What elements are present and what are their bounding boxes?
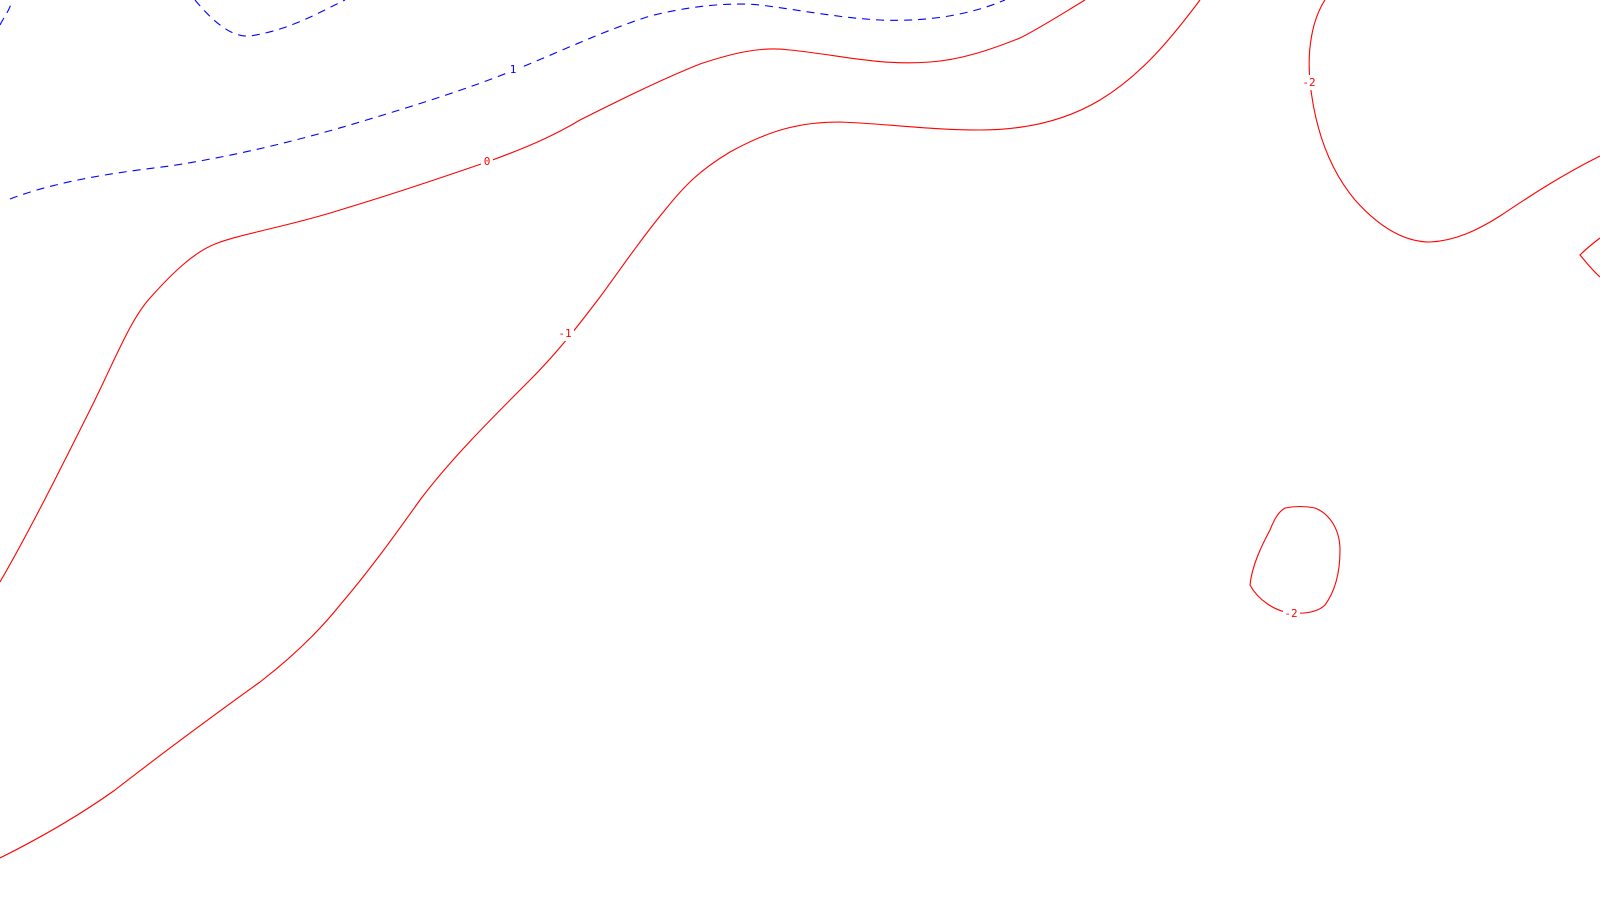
label-bg: [1283, 606, 1300, 621]
contour-line-red-zero: [0, 0, 1086, 583]
label-bg: [507, 63, 519, 78]
label-bg: [557, 326, 574, 341]
contour-line-red-minus-one: [0, 0, 1201, 859]
contour-label-blue-main: 1: [510, 63, 517, 76]
contour-line-red-minus-two-right: [1308, 0, 1600, 243]
contour-labels: 1 0 -1 -2 -2: [481, 63, 1318, 621]
contour-line-blue-top-left: [0, 0, 346, 37]
contour-label-red-minus-one: -1: [558, 327, 571, 340]
contour-line-red-minus-two-loop: [1249, 505, 1341, 614]
contour-line-red-edge-stub: [1579, 237, 1600, 278]
contour-line-blue-main: [9, 0, 1006, 200]
contour-label-red-minus-two-right: -2: [1302, 76, 1315, 89]
contour-label-red-zero: 0: [484, 155, 491, 168]
contour-label-red-minus-two-loop: -2: [1284, 607, 1297, 620]
label-bg: [1301, 75, 1318, 90]
label-bg: [481, 154, 493, 169]
